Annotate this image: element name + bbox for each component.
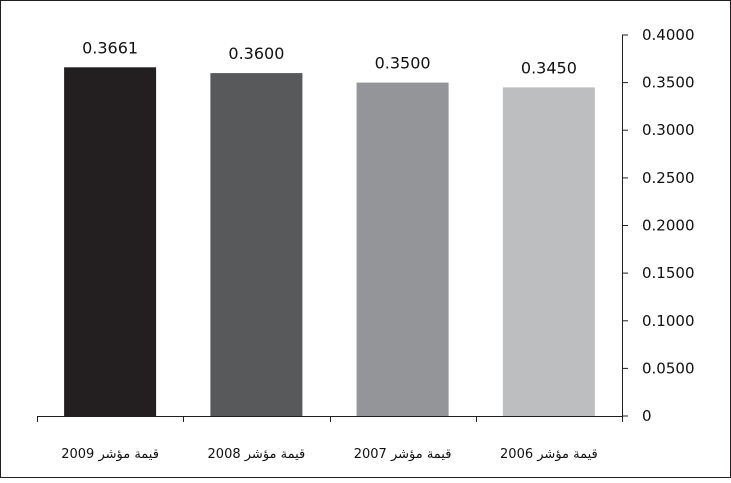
category-label-4: قيمة مؤشر 2006 — [500, 447, 598, 462]
bar-1 — [64, 67, 157, 417]
data-label-1: 0.3661 — [82, 38, 138, 57]
data-label-4: 0.3450 — [521, 58, 577, 77]
bar-4 — [502, 87, 595, 417]
axes-group — [37, 34, 628, 422]
y-tick-label-3: 0.1500 — [642, 264, 695, 282]
y-tick-label-4: 0.2000 — [642, 217, 695, 235]
y-tick-label-0: 0 — [642, 407, 652, 425]
y-tick-label-6: 0.3000 — [642, 121, 695, 139]
y-tick-label-5: 0.2500 — [642, 169, 695, 187]
bars-group — [64, 67, 595, 417]
y-tick-label-7: 0.3500 — [642, 74, 695, 92]
data-label-3: 0.3500 — [375, 54, 431, 73]
x-ticks-group: قيمة مؤشر 2009 قيمة مؤشر 2008 قيمة مؤشر 20… — [61, 447, 598, 462]
category-label-3: قيمة مؤشر 2007 — [354, 447, 452, 462]
data-labels-group: 0.3661 0.3600 0.3500 0.3450 — [82, 38, 577, 77]
bar-3 — [356, 82, 449, 416]
category-label-1: قيمة مؤشر 2009 — [61, 447, 159, 462]
y-ticks-group: 0 0.0500 0.1000 0.1500 0.2000 0.2500 0.3000 0.3… — [642, 26, 695, 425]
y-tick-label-1: 0.0500 — [642, 359, 695, 377]
y-tick-label-8: 0.4000 — [642, 26, 695, 44]
bar-2 — [210, 73, 303, 416]
data-label-2: 0.3600 — [228, 44, 284, 63]
y-tick-label-2: 0.1000 — [642, 312, 695, 330]
category-label-2: قيمة مؤشر 2008 — [208, 447, 306, 462]
